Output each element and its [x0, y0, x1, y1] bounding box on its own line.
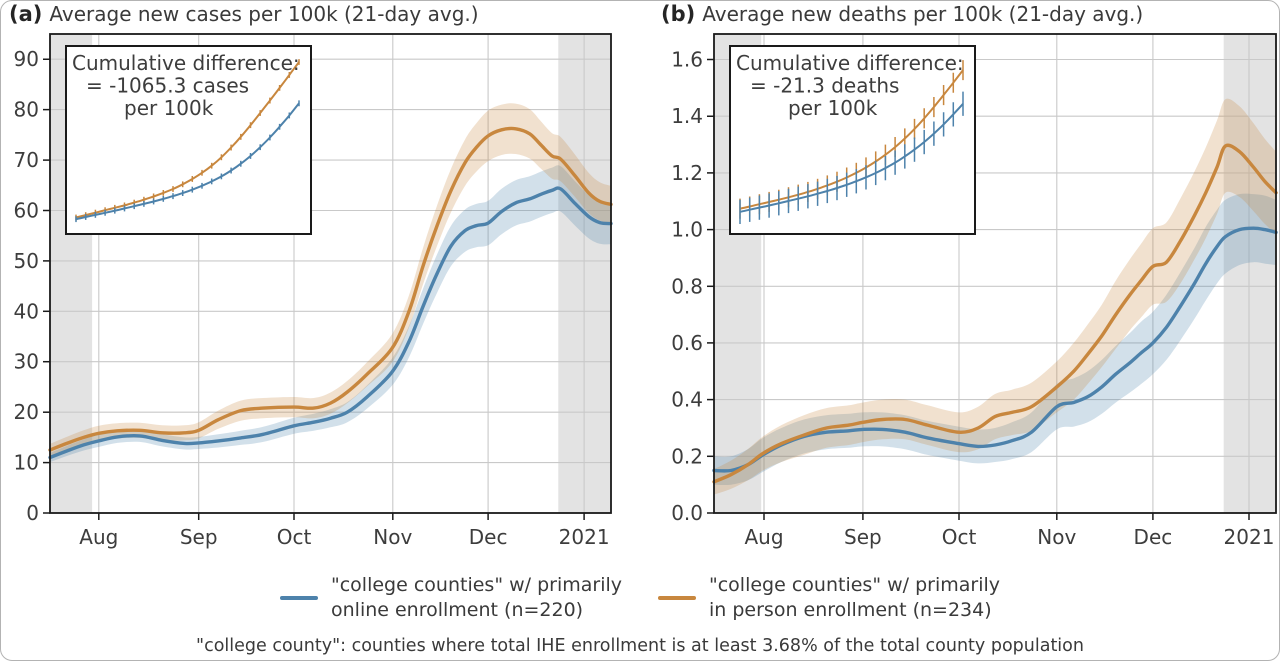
y-tick-label: 80	[14, 98, 39, 122]
axis-ticks-and-labels: Aug Sep Oct Nov Dec 2021 0.0 0.2 0.4 0.6 0.8 1.0 1.2…	[671, 48, 1274, 550]
inset-cumulative-difference: Cumulative difference:= -21.3 deathsper …	[729, 45, 976, 235]
inset-text-line: Cumulative difference:	[72, 51, 300, 75]
inset-text-line: = -21.3 deaths	[750, 74, 899, 98]
legend-line-swatch-in-person	[658, 596, 696, 601]
y-tick-label: 0.8	[671, 274, 703, 298]
x-tick-label: 2021	[1224, 525, 1275, 549]
legend-label-in-person-line1: "college counties" w/ primarily	[709, 574, 1000, 596]
inset-text-line: per 100k	[788, 96, 878, 120]
shaded-period-band	[1223, 34, 1276, 513]
legend-item-in-person: "college counties" w/ primarily in person…	[658, 573, 1000, 623]
inset-text-line: = -1065.3 cases	[86, 74, 249, 98]
x-tick-label: Dec	[469, 525, 508, 549]
panel-b-label: (b)	[661, 2, 696, 26]
legend-line-swatch-online	[280, 596, 318, 601]
confidence-band-online	[714, 193, 1276, 486]
x-tick-label: Nov	[373, 525, 412, 549]
y-tick-label: 0	[26, 501, 39, 525]
inset-line-online	[75, 102, 300, 221]
legend-label-online: "college counties" w/ primarily online en…	[331, 573, 622, 623]
confidence-band-in_person	[50, 103, 611, 456]
footnote: "college county": counties where total I…	[196, 636, 1084, 656]
panel-a-label: (a)	[9, 2, 43, 26]
inset-text-line: per 100k	[124, 96, 214, 120]
panel-a-title-text: Average new cases per 100k (21-day avg.)	[49, 2, 479, 26]
panel-a-title: (a) Average new cases per 100k (21-day av…	[9, 2, 479, 26]
confidence-band-online	[50, 165, 611, 463]
x-tick-label: Aug	[79, 525, 118, 549]
y-tick-label: 1.4	[671, 104, 703, 128]
panel-b-title-text: Average new deaths per 100k (21-day avg.…	[702, 2, 1144, 26]
y-tick-label: 20	[14, 400, 39, 424]
x-tick-label: Dec	[1134, 525, 1173, 549]
axis-ticks-and-labels: Aug Sep Oct Nov Dec 2021 0 10 20 30 40 50 60 70 80 90	[14, 47, 610, 549]
trend-line-in_person	[712, 143, 1278, 484]
x-tick-label: Aug	[744, 525, 783, 549]
inset-line-in_person	[75, 61, 300, 219]
shaded-period-band	[558, 34, 611, 513]
x-tick-label: Sep	[180, 525, 218, 549]
y-tick-label: 1.0	[671, 218, 703, 242]
legend-item-online: "college counties" w/ primarily online en…	[280, 573, 622, 623]
inset-line-online	[739, 103, 964, 213]
y-tick-label: 0.2	[671, 444, 703, 468]
trend-line-online	[712, 226, 1278, 473]
legend-label-in-person-line2: in person enrollment (n=234)	[709, 599, 992, 622]
panel-a-plot: Aug Sep Oct Nov Dec 2021 0 10 20 30 40 50 60 70 80 90 Cu…	[14, 33, 613, 549]
inset-text-line: Cumulative difference:	[736, 51, 964, 75]
x-tick-label: Nov	[1037, 525, 1076, 549]
y-tick-label: 30	[14, 350, 39, 374]
inset-cumulative-difference: Cumulative difference:= -1065.3 casesper…	[65, 45, 312, 235]
legend: "college counties" w/ primarily online en…	[1, 573, 1279, 623]
y-tick-label: 0.6	[671, 331, 703, 355]
axes-border	[713, 33, 1277, 514]
x-tick-label: Sep	[844, 525, 882, 549]
inset-line-in_person	[739, 69, 964, 210]
trend-line-online	[48, 186, 613, 460]
y-tick-label: 60	[14, 199, 39, 223]
axes-border	[49, 33, 612, 514]
panel-b-title: (b) Average new deaths per 100k (21-day a…	[661, 2, 1143, 26]
y-tick-label: 40	[14, 299, 39, 323]
legend-label-in-person: "college counties" w/ primarily in person…	[709, 573, 1000, 623]
x-tick-label: 2021	[559, 525, 610, 549]
panel-b-plot: Aug Sep Oct Nov Dec 2021 0.0 0.2 0.4 0.6 0.8 1.0 1.2…	[671, 33, 1278, 550]
y-tick-label: 0.0	[671, 501, 703, 525]
y-tick-label: 90	[14, 47, 39, 71]
x-tick-label: Oct	[277, 525, 312, 549]
x-tick-label: Oct	[942, 525, 977, 549]
y-tick-label: 10	[14, 451, 39, 475]
y-tick-label: 1.2	[671, 161, 703, 185]
y-tick-label: 1.6	[671, 48, 703, 72]
trend-line-in_person	[48, 126, 613, 452]
y-tick-label: 0.4	[671, 388, 703, 412]
legend-label-online-line2: online enrollment (n=220)	[331, 599, 584, 622]
legend-label-online-line1: "college counties" w/ primarily	[331, 574, 622, 596]
y-tick-label: 70	[14, 148, 39, 172]
y-tick-label: 50	[14, 249, 39, 273]
